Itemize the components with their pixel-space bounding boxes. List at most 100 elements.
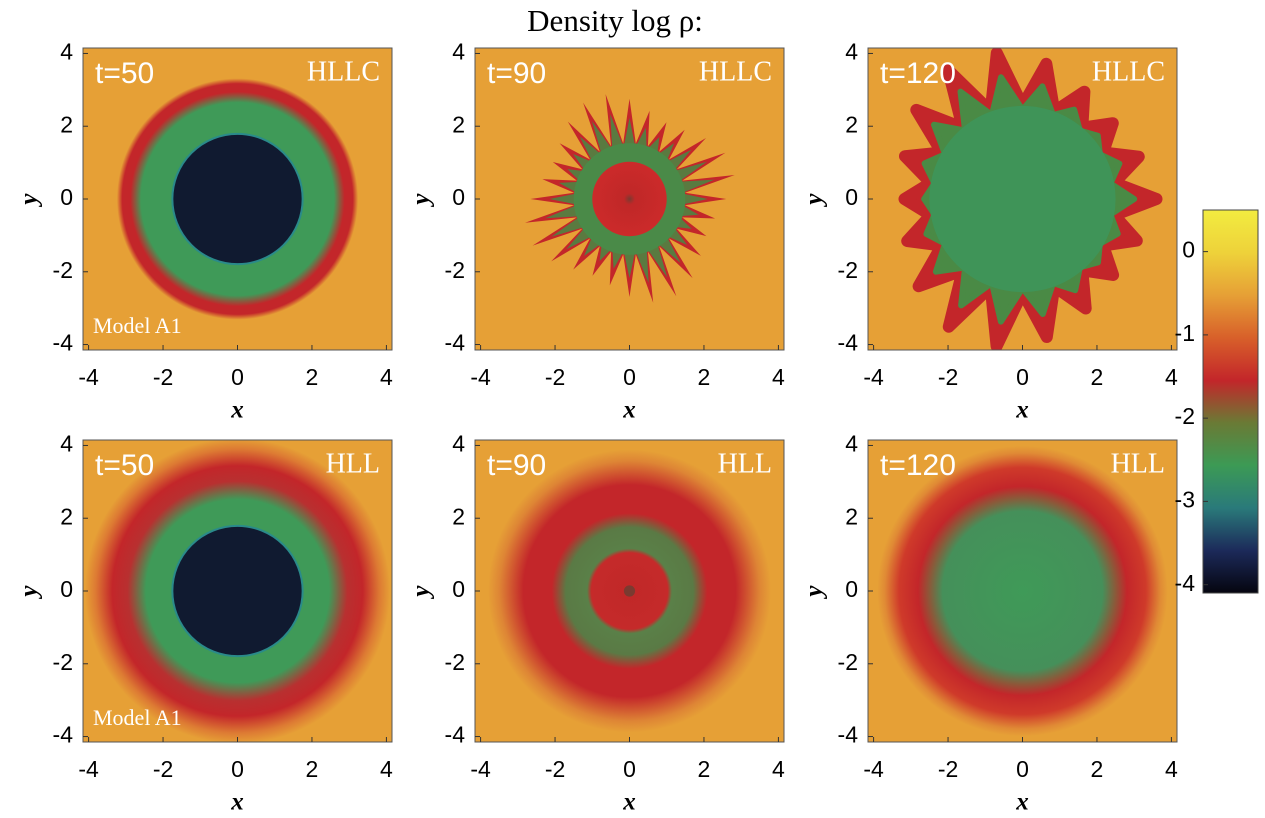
y-tick-label: 4 [452,39,465,65]
y-tick-label: -4 [838,330,859,356]
scheme-label: HLLC [307,56,380,87]
y-tick-label: -4 [838,722,859,748]
heatmap [475,440,784,742]
time-label: t=90 [487,57,546,90]
y-tick-label: 0 [845,576,858,602]
x-tick-label: 0 [1016,756,1029,782]
x-axis-label: x [230,789,244,816]
y-tick-label: -4 [53,722,74,748]
y-tick-label: -2 [53,257,73,283]
y-tick-label: -2 [838,257,858,283]
x-tick-label: -4 [470,756,491,782]
field [877,446,1167,736]
x-axis-label: x [1015,789,1029,816]
x-tick-label: 2 [306,364,319,390]
time-label: t=50 [95,57,154,90]
x-tick-label: -4 [863,364,884,390]
x-axis-label: x [622,397,636,424]
y-tick-label: 0 [845,184,858,210]
scheme-label: HLL [1111,448,1165,479]
x-tick-label: 2 [1091,364,1104,390]
y-tick-label: 0 [60,576,73,602]
y-axis-label: y [408,585,435,600]
y-tick-label: 2 [60,111,73,137]
model-label: Model A1 [93,313,182,338]
colorbar-tick-label: -3 [1175,486,1195,512]
scheme-label: HLLC [1092,56,1165,87]
x-tick-label: 4 [380,756,393,782]
colorbar-tick-label: -1 [1175,320,1195,346]
y-tick-label: 4 [60,431,73,457]
x-tick-label: 4 [772,364,785,390]
x-tick-label: 0 [623,364,636,390]
y-tick-label: 4 [845,39,858,65]
scheme-label: HLLC [699,56,772,87]
x-tick-label: -2 [153,364,173,390]
core [624,585,635,596]
heatmap [83,48,392,350]
x-tick-label: 0 [231,756,244,782]
shell [929,106,1115,292]
time-label: t=120 [880,449,956,482]
y-tick-label: 2 [845,111,858,137]
y-tick-label: 4 [845,431,858,457]
x-tick-label: -4 [78,756,99,782]
x-tick-label: 0 [231,364,244,390]
figure: Density log ρ: -4 -2 0 2 4 -4 -2 0 2 4 x y t=50 HLLC M… [0,0,1265,818]
figure-title: Density log ρ: [527,3,703,38]
y-tick-label: 4 [60,39,73,65]
x-tick-label: 4 [772,756,785,782]
x-axis-label: x [622,789,636,816]
x-tick-label: -2 [938,364,958,390]
y-tick-label: -4 [445,722,466,748]
y-tick-label: 0 [60,184,73,210]
scheme-label: HLL [718,448,772,479]
x-tick-label: -4 [863,756,884,782]
x-tick-label: 0 [623,756,636,782]
colorbar-tick-label: -4 [1175,570,1196,596]
y-tick-label: 2 [60,503,73,529]
y-tick-label: 2 [452,111,465,137]
y-tick-label: -2 [445,649,465,675]
time-label: t=120 [880,57,956,90]
scheme-label: HLL [326,448,380,479]
heatmap [868,440,1177,742]
y-tick-label: -4 [445,330,466,356]
x-axis-label: x [230,397,244,424]
x-tick-label: -4 [470,364,491,390]
x-axis-label: x [1015,397,1029,424]
y-axis-label: y [801,193,828,208]
y-tick-label: -2 [53,649,73,675]
time-label: t=50 [95,449,154,482]
x-tick-label: -2 [153,756,173,782]
y-axis-label: y [801,585,828,600]
core [172,134,302,264]
x-tick-label: 4 [1165,364,1178,390]
y-tick-label: -4 [53,330,74,356]
x-tick-label: 4 [1165,756,1178,782]
y-tick-label: 2 [452,503,465,529]
heatmap [475,48,784,350]
colorbar-tick-label: -2 [1175,403,1195,429]
x-tick-label: 4 [380,364,393,390]
x-tick-label: -2 [938,756,958,782]
model-label: Model A1 [93,705,182,730]
y-tick-label: 4 [452,431,465,457]
y-tick-label: 0 [452,184,465,210]
y-axis-label: y [408,193,435,208]
x-tick-label: 0 [1016,364,1029,390]
x-tick-label: 2 [306,756,319,782]
y-tick-label: 0 [452,576,465,602]
x-tick-label: -4 [78,364,99,390]
y-axis-label: y [16,193,43,208]
y-tick-label: 2 [845,503,858,529]
core [592,162,666,236]
heatmap [868,48,1177,350]
y-tick-label: -2 [445,257,465,283]
heatmap [83,438,392,743]
y-axis-label: y [16,585,43,600]
x-tick-label: -2 [545,364,565,390]
y-tick-label: -2 [838,649,858,675]
x-tick-label: 2 [698,756,711,782]
x-tick-label: 2 [698,364,711,390]
